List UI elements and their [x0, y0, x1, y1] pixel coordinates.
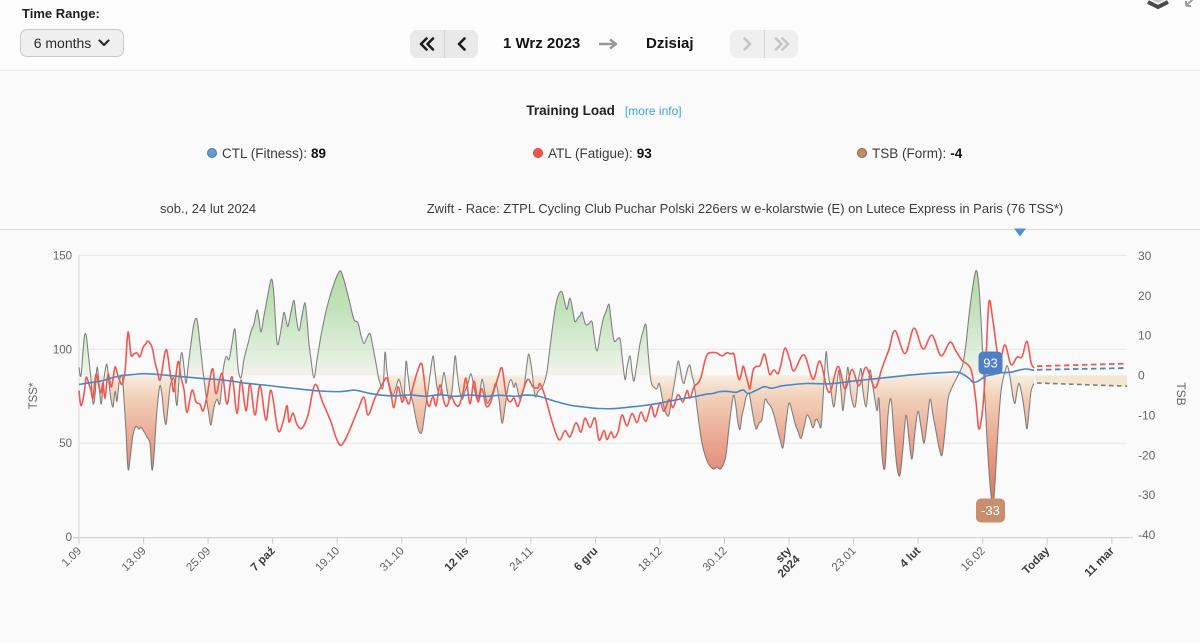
svg-text:11 mar: 11 mar [1083, 545, 1118, 580]
svg-text:7 paź: 7 paź [249, 545, 278, 574]
svg-text:-20: -20 [1138, 448, 1156, 462]
svg-text:100: 100 [53, 344, 72, 356]
svg-text:23.01: 23.01 [830, 545, 859, 574]
svg-text:10: 10 [1138, 329, 1152, 343]
svg-text:TSS*: TSS* [28, 382, 40, 409]
svg-text:12 lis: 12 lis [443, 545, 472, 574]
svg-text:-40: -40 [1138, 528, 1156, 542]
svg-text:18.12: 18.12 [636, 545, 665, 574]
svg-text:93: 93 [983, 356, 997, 371]
svg-text:-30: -30 [1138, 488, 1156, 502]
svg-text:13.09: 13.09 [120, 545, 149, 574]
svg-text:30.12: 30.12 [701, 545, 730, 574]
svg-text:50: 50 [59, 438, 72, 450]
svg-text:6 gru: 6 gru [572, 545, 600, 573]
svg-text:30: 30 [1138, 249, 1152, 263]
svg-text:19.10: 19.10 [313, 545, 342, 574]
svg-text:-33: -33 [981, 503, 1000, 518]
svg-text:Today: Today [1020, 545, 1052, 577]
svg-text:-10: -10 [1138, 409, 1156, 423]
svg-text:24.11: 24.11 [508, 545, 536, 573]
svg-text:TSB: TSB [1174, 382, 1188, 405]
svg-text:25.09: 25.09 [184, 545, 213, 574]
svg-text:1.09: 1.09 [60, 545, 84, 569]
svg-text:0: 0 [66, 532, 72, 544]
svg-text:31.10: 31.10 [378, 545, 407, 574]
svg-text:20: 20 [1138, 289, 1152, 303]
svg-text:150: 150 [53, 250, 72, 262]
svg-text:sty2024: sty2024 [768, 545, 803, 580]
svg-text:0: 0 [1138, 369, 1145, 383]
svg-text:4 lut: 4 lut [898, 545, 923, 570]
svg-text:16.02: 16.02 [959, 545, 988, 574]
